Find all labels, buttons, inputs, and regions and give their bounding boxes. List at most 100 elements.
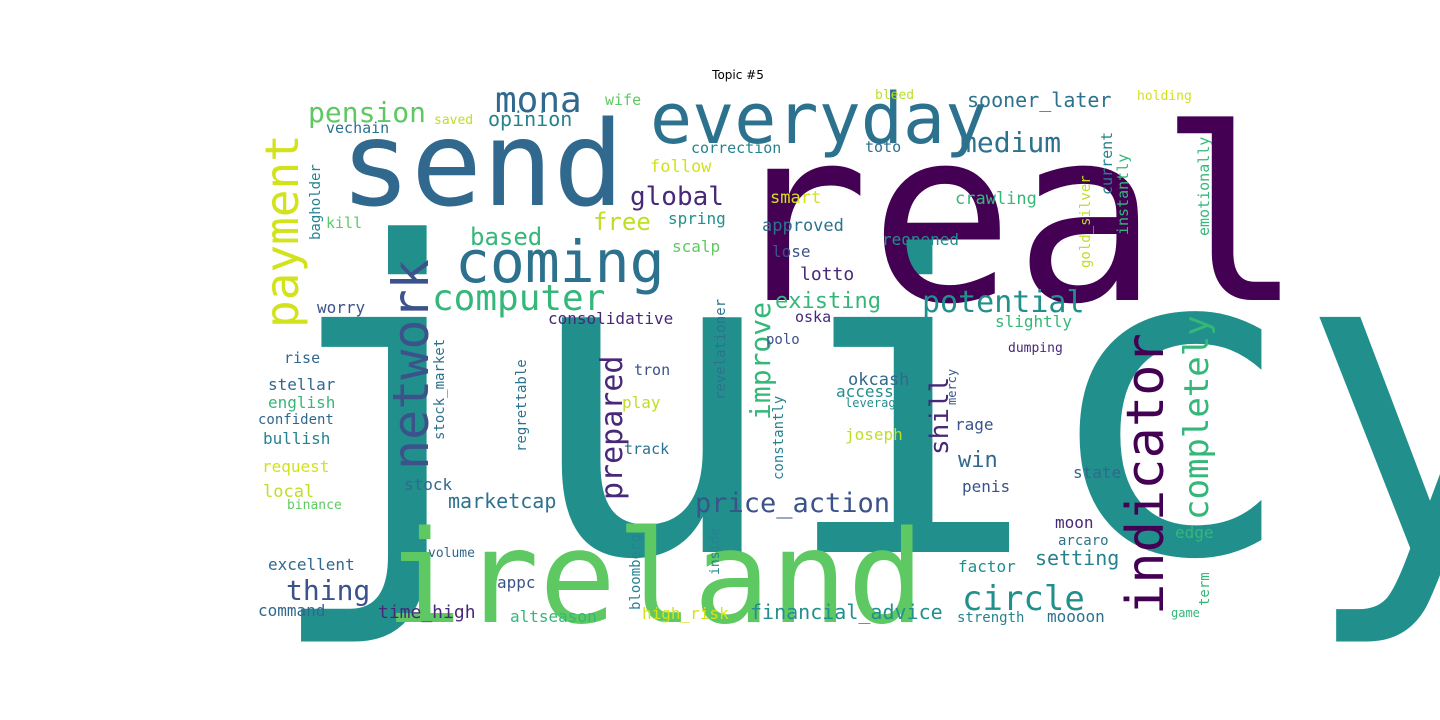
word-regrettable: regrettable (514, 359, 530, 452)
word-arcaro: arcaro (1058, 533, 1109, 549)
word-reopened: reopened (882, 230, 959, 249)
word-game: game (1171, 606, 1200, 620)
word-high-risk: high_risk (642, 604, 729, 623)
word-rage: rage (955, 415, 994, 434)
word-term: term (1197, 572, 1213, 606)
word-edge: edge (1175, 523, 1214, 542)
word-instantly: instantly (1114, 154, 1132, 235)
word-send: send (340, 95, 624, 233)
word-inside: inside (708, 528, 723, 575)
word-opinion: opinion (488, 107, 572, 131)
word-mercy: mercy (945, 369, 959, 405)
word-pension: pension (308, 96, 426, 129)
word-improve: improve (744, 302, 777, 420)
word-price-action: price_action (695, 488, 890, 519)
word-access: access (836, 382, 894, 401)
word-toto: toto (865, 138, 901, 156)
word-potential: potential (922, 285, 1085, 320)
word-constantly: constantly (771, 396, 787, 480)
word-bullish: bullish (263, 429, 330, 448)
word-joseph: joseph (845, 425, 903, 444)
word-crawling: crawling (955, 189, 1037, 209)
word-tron: tron (634, 361, 670, 379)
word-bagholder: bagholder (308, 164, 324, 240)
word-win: win (958, 448, 998, 473)
word-command: command (258, 601, 325, 620)
word-kill: kill (326, 214, 362, 232)
word-wife: wife (605, 91, 641, 109)
word-rise: rise (284, 349, 320, 367)
word-thing: thing (286, 574, 370, 607)
word-appc: appc (497, 573, 536, 592)
word-ireland: ireland (385, 504, 924, 653)
word-lose: lose (772, 242, 811, 261)
word-scalp: scalp (672, 237, 720, 256)
word-oska: oska (795, 308, 831, 326)
word-marketcap: marketcap (448, 489, 556, 513)
word-medium: medium (960, 126, 1061, 159)
word-network: network (382, 259, 440, 470)
word-moooon: moooon (1047, 607, 1105, 626)
word-completely: completely (1177, 315, 1217, 520)
word-leverage: leverage (845, 396, 903, 410)
chart-title: Topic #5 (712, 68, 764, 82)
word-confident: confident (258, 412, 334, 428)
word-factor: factor (958, 557, 1016, 576)
word-request: request (262, 457, 329, 476)
word-everyday: everyday (650, 78, 987, 160)
word-correction: correction (691, 139, 781, 157)
word-financial-advice: financial_advice (750, 600, 943, 624)
word-emotionally: emotionally (1195, 137, 1213, 236)
word-existing: existing (775, 289, 881, 314)
word-free: free (593, 208, 651, 236)
word-revelationer: revelationer (713, 299, 729, 400)
word-indicator: indicator (1116, 333, 1176, 615)
word-spring: spring (668, 209, 726, 228)
word-state: state (1073, 463, 1121, 482)
word-coming: coming (455, 228, 665, 296)
word-volume: volume (428, 546, 475, 561)
word-bleed: bleed (875, 88, 914, 103)
word-penis: penis (962, 477, 1010, 496)
word-bloomberg: bloomberg (628, 534, 644, 610)
word-moon: moon (1055, 513, 1094, 532)
word-altseason: altseason (510, 607, 597, 626)
word-time-high: time_high (378, 602, 476, 623)
word-dumping: dumping (1008, 341, 1063, 356)
word-local: local (263, 482, 314, 502)
word-stock-market: stock_market (432, 339, 448, 440)
word-stock: stock (404, 475, 453, 494)
word-english: english (268, 393, 335, 412)
word-worry: worry (317, 298, 366, 317)
word-saved: saved (434, 113, 473, 128)
word-gold-silver: gold_silver (1078, 175, 1094, 268)
word-juicy: juicy (262, 154, 1440, 654)
word-okcash: okcash (848, 370, 909, 390)
word-holding: holding (1137, 89, 1192, 104)
word-shill: shill (925, 377, 955, 455)
word-computer: computer (432, 278, 605, 319)
word-consolidative: consolidative (548, 309, 673, 328)
word-current: current (1098, 132, 1116, 195)
word-lotto: lotto (800, 264, 854, 285)
word-real: real (725, 77, 1303, 357)
word-slightly: slightly (995, 312, 1072, 331)
word-smart: smart (770, 188, 821, 208)
word-polo: polo (766, 332, 800, 348)
word-based: based (470, 223, 542, 251)
word-sooner-later: sooner_later (967, 88, 1112, 112)
word-follow: follow (650, 157, 712, 177)
word-mona: mona (495, 80, 582, 121)
word-circle: circle (962, 579, 1085, 619)
word-track: track (624, 440, 669, 458)
word-prepared: prepared (595, 356, 630, 501)
word-excellent: excellent (268, 555, 355, 574)
word-play: play (622, 393, 661, 412)
word-approved: approved (762, 216, 844, 236)
word-global: global (630, 182, 724, 212)
word-strength: strength (957, 610, 1024, 626)
word-stellar: stellar (268, 375, 336, 394)
word-vechain: vechain (326, 119, 389, 137)
word-setting: setting (1035, 546, 1119, 570)
